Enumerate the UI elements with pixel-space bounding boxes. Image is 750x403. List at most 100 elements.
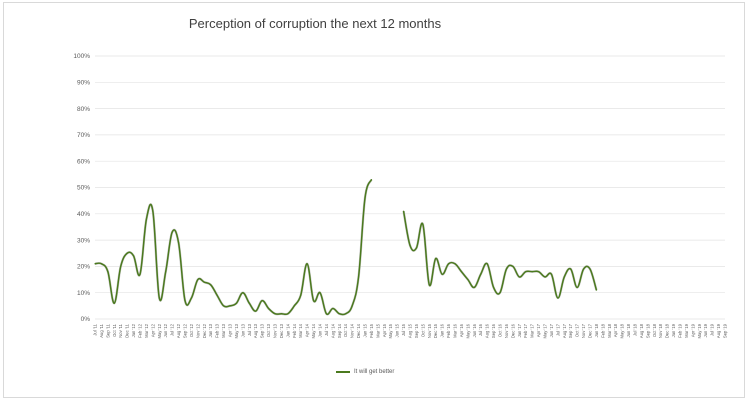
x-tick-label: Jul '16 bbox=[478, 323, 483, 336]
x-tick-label: Mar '16 bbox=[453, 323, 458, 338]
x-tick-label: Oct '16 bbox=[498, 323, 503, 337]
x-tick-label: Apr '13 bbox=[228, 323, 233, 337]
x-tick-label: Jul '12 bbox=[170, 323, 175, 336]
x-tick-label: Dec '12 bbox=[202, 323, 207, 338]
data-point bbox=[447, 263, 450, 265]
data-point bbox=[537, 271, 540, 273]
data-point bbox=[345, 313, 347, 315]
data-point bbox=[113, 302, 115, 304]
legend-label: It will get better bbox=[354, 369, 395, 375]
y-tick-label: 70% bbox=[77, 132, 90, 139]
x-tick-label: Jan '12 bbox=[131, 323, 136, 337]
x-tick-label: Jul '13 bbox=[247, 323, 252, 336]
data-point bbox=[473, 286, 475, 289]
x-tick-label: Aug '12 bbox=[176, 323, 181, 338]
x-tick-label: Jul '18 bbox=[633, 323, 638, 336]
x-tick-label: May '18 bbox=[620, 323, 625, 338]
x-tick-label: Apr '15 bbox=[382, 323, 387, 337]
data-point bbox=[184, 299, 186, 302]
data-point bbox=[261, 299, 263, 302]
x-tick-label: Jun '14 bbox=[318, 323, 323, 337]
x-tick-label: Mar '12 bbox=[144, 323, 149, 338]
x-tick-label: Nov '15 bbox=[427, 323, 432, 338]
data-point bbox=[332, 307, 334, 310]
x-axis-ticks: Jul '11 Aug '11 Sep '11 Oct '11 Nov '11 Dec '… bbox=[93, 323, 728, 338]
x-tick-label: Jun '13 bbox=[240, 323, 245, 337]
data-point bbox=[338, 313, 340, 315]
x-tick-label: Nov '11 bbox=[118, 323, 123, 337]
x-tick-label: Dec '17 bbox=[588, 323, 593, 338]
data-point bbox=[512, 265, 514, 267]
legend: It will get better bbox=[336, 369, 394, 375]
data-point bbox=[306, 263, 308, 265]
data-point bbox=[210, 284, 212, 286]
x-tick-label: Jun '16 bbox=[472, 323, 477, 337]
data-point bbox=[454, 263, 456, 265]
data-point bbox=[525, 271, 527, 273]
y-tick-label: 30% bbox=[77, 237, 90, 244]
x-tick-label: Mar '14 bbox=[298, 323, 303, 338]
data-point bbox=[480, 273, 482, 275]
data-point bbox=[216, 294, 218, 296]
x-tick-label: Feb '12 bbox=[138, 323, 143, 338]
x-tick-label: Dec '11 bbox=[125, 323, 130, 337]
x-tick-label: Jun '12 bbox=[163, 323, 168, 337]
x-tick-label: Apr '17 bbox=[536, 323, 541, 337]
data-point bbox=[139, 273, 141, 275]
x-tick-label: Oct '11 bbox=[112, 323, 117, 336]
x-tick-label: Oct '13 bbox=[266, 323, 271, 337]
x-tick-label: Sep '11 bbox=[105, 323, 110, 337]
x-tick-label: May '12 bbox=[157, 323, 162, 338]
x-tick-label: Oct '12 bbox=[189, 323, 194, 337]
x-tick-label: Jul '11 bbox=[93, 323, 98, 335]
data-point bbox=[499, 292, 501, 294]
x-tick-label: Dec '16 bbox=[510, 323, 515, 338]
x-tick-label: Dec '15 bbox=[433, 323, 438, 338]
x-tick-label: May '16 bbox=[465, 323, 470, 338]
x-tick-label: Jun '19 bbox=[703, 323, 708, 337]
data-point bbox=[422, 223, 424, 225]
x-tick-label: Jan '19 bbox=[671, 323, 676, 337]
x-tick-label: May '17 bbox=[543, 323, 548, 338]
data-point bbox=[351, 305, 353, 307]
data-point bbox=[428, 284, 430, 286]
x-tick-label: Nov '18 bbox=[658, 323, 663, 338]
x-tick-label: Apr '14 bbox=[305, 323, 310, 337]
data-point bbox=[312, 299, 315, 302]
x-tick-label: Aug '18 bbox=[639, 323, 644, 338]
y-tick-label: 60% bbox=[77, 158, 90, 165]
data-point bbox=[370, 179, 373, 181]
x-tick-label: Sep '12 bbox=[183, 323, 188, 338]
x-tick-label: Nov '14 bbox=[350, 323, 355, 338]
chart-title: Perception of corruption the next 12 mon… bbox=[188, 16, 442, 31]
x-tick-label: Apr '12 bbox=[150, 323, 155, 337]
x-tick-label: Sep '18 bbox=[645, 323, 650, 338]
x-tick-label: Feb '17 bbox=[523, 323, 528, 338]
x-tick-label: Sep '14 bbox=[337, 323, 342, 338]
data-point bbox=[582, 268, 585, 270]
x-tick-label: Jun '18 bbox=[626, 323, 631, 337]
y-tick-label: 90% bbox=[77, 80, 90, 87]
data-point bbox=[107, 271, 109, 273]
y-tick-label: 80% bbox=[77, 106, 90, 113]
x-tick-label: Jul '15 bbox=[401, 323, 406, 336]
x-tick-label: Mar '18 bbox=[607, 323, 612, 338]
data-point bbox=[505, 268, 508, 270]
data-point bbox=[435, 257, 437, 260]
data-point bbox=[576, 286, 578, 289]
x-tick-label: Jul '17 bbox=[555, 323, 560, 336]
data-point bbox=[203, 281, 205, 283]
x-tick-label: Feb '18 bbox=[600, 323, 605, 338]
y-tick-label: 50% bbox=[77, 185, 90, 192]
data-point bbox=[570, 268, 572, 270]
x-tick-label: Oct '18 bbox=[652, 323, 657, 337]
x-tick-label: Sep '17 bbox=[568, 323, 573, 338]
x-tick-label: Mar '19 bbox=[684, 323, 689, 338]
x-tick-label: Mar '13 bbox=[221, 323, 226, 338]
data-point bbox=[486, 263, 488, 265]
x-tick-label: Aug '15 bbox=[408, 323, 413, 338]
data-point bbox=[531, 271, 533, 273]
data-point bbox=[152, 210, 154, 212]
x-tick-label: Jun '15 bbox=[395, 323, 400, 337]
